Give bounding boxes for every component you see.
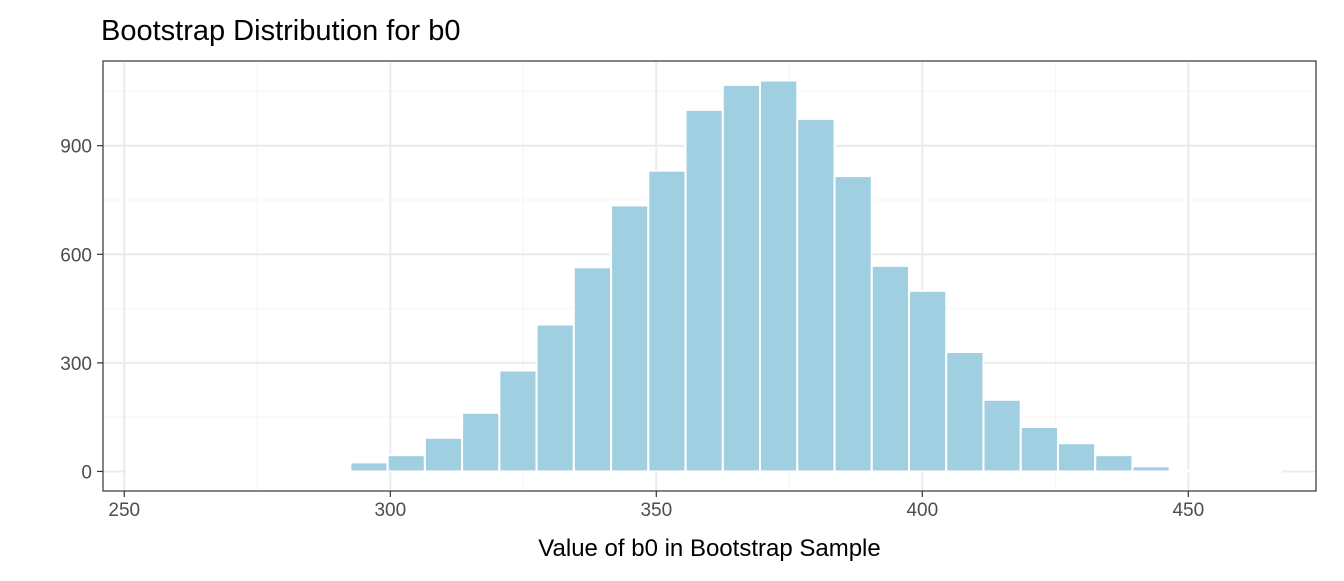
- histogram-bar: [908, 289, 948, 473]
- histogram-bar: [498, 369, 538, 473]
- histogram-bar: [125, 470, 166, 473]
- histogram-bar: [1168, 469, 1208, 473]
- x-tick-label: 300: [374, 500, 406, 521]
- x-tick-label: 450: [1172, 500, 1204, 521]
- y-tick-label: 300: [60, 354, 92, 375]
- histogram-bar: [312, 469, 352, 473]
- histogram-bar: [1131, 465, 1171, 473]
- histogram-bar: [610, 204, 650, 473]
- histogram-bar: [982, 398, 1022, 473]
- histogram-bar: [535, 323, 575, 473]
- panel-border: [102, 60, 1317, 492]
- histogram-bar: [274, 470, 315, 474]
- x-axis-label: Value of b0 in Bootstrap Sample: [538, 535, 880, 562]
- histogram-bar: [461, 411, 501, 473]
- histogram-bar: [796, 117, 836, 473]
- histogram-bar: [163, 470, 203, 474]
- histogram-bar: [349, 461, 389, 473]
- histogram-bar: [721, 83, 762, 473]
- bars-layer: [125, 79, 1283, 474]
- x-tick-label: 400: [906, 500, 938, 521]
- histogram-bar: [870, 264, 911, 473]
- x-tick-label: 350: [640, 500, 672, 521]
- histogram-bar: [237, 470, 277, 474]
- histogram-bar: [1094, 454, 1134, 473]
- histogram-bar: [1019, 425, 1059, 473]
- histogram-bar: [386, 454, 426, 473]
- histogram-bar: [1056, 442, 1097, 473]
- chart-title: Bootstrap Distribution for b0: [101, 15, 460, 47]
- histogram-bar: [1243, 470, 1283, 473]
- histogram-bar: [423, 436, 464, 473]
- histogram-bar: [945, 351, 985, 473]
- histogram-bar: [200, 470, 240, 474]
- ticks-layer: 250 300 350 400 450 0 300 600 900: [60, 137, 1204, 521]
- y-tick-label: 600: [60, 245, 92, 266]
- histogram-bar: [647, 169, 687, 473]
- y-tick-label: 0: [81, 462, 92, 483]
- x-tick-label: 250: [108, 500, 140, 521]
- histogram-bar: [759, 79, 799, 473]
- y-tick-label: 900: [60, 137, 92, 158]
- histogram-bar: [572, 266, 613, 473]
- histogram-bar: [833, 175, 873, 473]
- histogram-bar: [684, 108, 724, 473]
- histogram-bar: [1205, 470, 1246, 474]
